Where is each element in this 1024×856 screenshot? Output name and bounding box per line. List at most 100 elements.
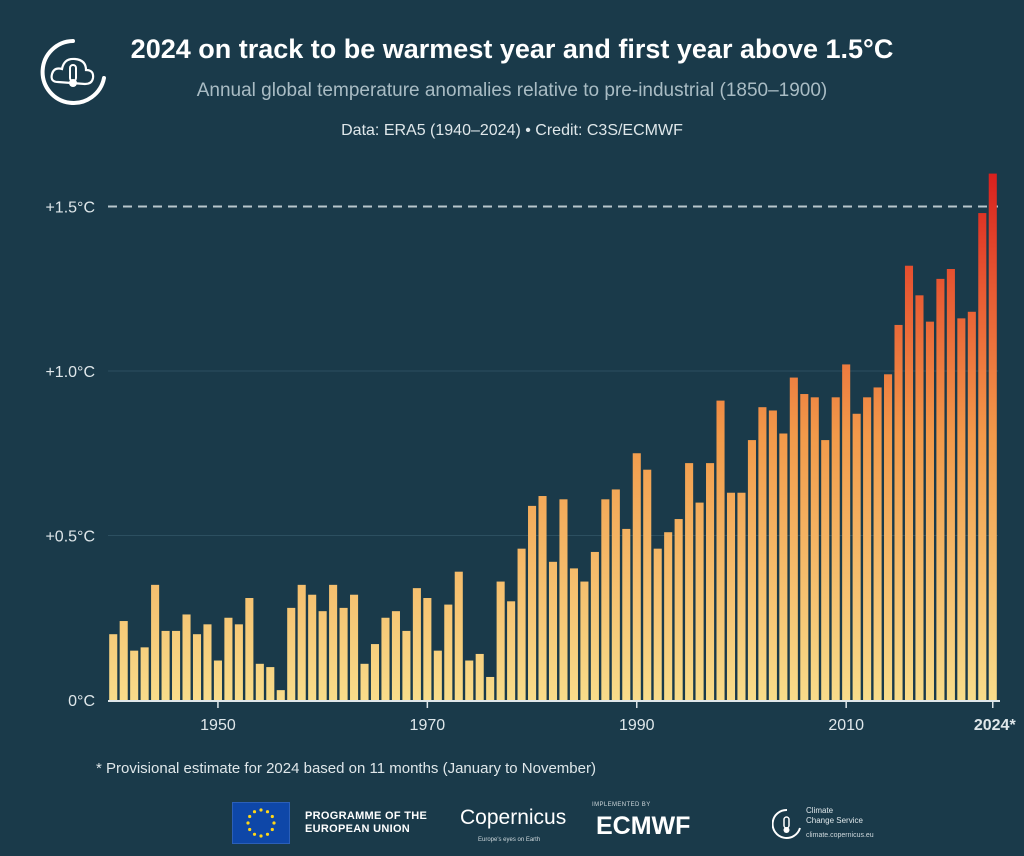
bar-2024	[988, 173, 997, 701]
x-tick-label: 1990	[619, 717, 655, 734]
y-tick-label: +1.5°C	[45, 200, 95, 217]
implemented-by-label: IMPLEMENTED BY	[592, 802, 651, 808]
bar-1981	[538, 496, 547, 700]
bar-1948	[192, 634, 202, 700]
bar-2015	[894, 324, 903, 700]
bar-1997	[706, 463, 715, 700]
bar-2002	[758, 407, 767, 700]
bar-1984	[569, 568, 578, 700]
data-credit: Data: ERA5 (1940–2024) • Credit: C3S/ECM…	[341, 122, 683, 139]
bar-1989	[622, 528, 631, 700]
y-tick-label: +1.0°C	[45, 364, 95, 381]
bar-2009	[831, 397, 840, 700]
y-tick-label: +0.5°C	[45, 529, 95, 546]
bar-2006	[800, 394, 809, 700]
bar-2022	[967, 311, 976, 700]
bar-1987	[601, 499, 610, 700]
bar-1950	[213, 660, 222, 700]
bar-2008	[821, 440, 830, 700]
bar-1958	[297, 584, 306, 700]
x-tick-label: 2024*	[974, 717, 1017, 734]
y-tick-label: 0°C	[68, 693, 95, 710]
bar-2004	[779, 433, 788, 700]
bar-1971	[433, 650, 442, 700]
ecmwf-logo: ECMWF	[596, 812, 691, 840]
x-tick-label: 2010	[828, 717, 864, 734]
bar-1986	[590, 551, 599, 700]
bar-1952	[234, 624, 243, 700]
bar-1968	[402, 630, 411, 700]
bar-1972	[444, 604, 453, 700]
bar-1998	[716, 400, 725, 700]
ccs-label: Climate Change Service	[806, 806, 863, 825]
bar-1943	[140, 647, 149, 700]
bar-1992	[653, 548, 662, 700]
bar-1951	[224, 617, 233, 700]
footer-logos: PROGRAMME OF THE EUROPEAN UNION Copernic…	[0, 796, 1024, 856]
chart-title: 2024 on track to be warmest year and fir…	[130, 34, 894, 64]
bar-1974	[465, 660, 474, 700]
bar-1940	[109, 634, 118, 700]
bar-2016	[904, 265, 914, 700]
copernicus-logo: Copernicus	[460, 806, 567, 829]
bar-1977	[496, 581, 505, 700]
bar-1967	[391, 611, 400, 700]
copernicus-tagline: Europe's eyes on Earth	[478, 837, 541, 843]
bar-1959	[308, 594, 317, 700]
header: 2024 on track to be warmest year and fir…	[0, 0, 1024, 150]
bar-1995	[685, 463, 694, 700]
bar-1955	[266, 667, 275, 700]
bar-2011	[852, 413, 861, 700]
bar-2021	[957, 318, 966, 700]
bar-1973	[454, 571, 463, 700]
bar-2000	[737, 492, 746, 700]
bar-2023	[978, 213, 987, 700]
climate-service-icon	[772, 808, 801, 839]
bar-1944	[151, 584, 160, 700]
bar-1966	[381, 617, 390, 700]
bar-1983	[559, 499, 568, 700]
bar-1965	[370, 644, 380, 700]
bar-1947	[182, 614, 191, 700]
bar-2010	[842, 364, 851, 700]
bar-1999	[726, 492, 736, 700]
eu-flag-icon	[232, 802, 290, 844]
bar-1994	[674, 519, 683, 700]
bar-1964	[360, 663, 369, 700]
bar-2005	[789, 377, 798, 700]
bar-1949	[203, 624, 212, 700]
bar-1980	[528, 505, 537, 700]
bar-2018	[925, 321, 934, 700]
bar-1963	[350, 594, 359, 700]
bar-1953	[245, 598, 254, 700]
bar-1969	[412, 588, 421, 700]
bar-1961	[329, 584, 338, 700]
bar-1985	[580, 581, 589, 700]
bar-2013	[873, 387, 882, 700]
x-tick-label: 1970	[410, 717, 446, 734]
bar-1962	[339, 607, 348, 700]
bar-1996	[695, 502, 704, 700]
bar-1979	[517, 548, 526, 700]
bar-1957	[287, 607, 296, 700]
eu-programme-label: PROGRAMME OF THE EUROPEAN UNION	[305, 810, 428, 835]
bar-1975	[475, 653, 484, 700]
bar-1954	[255, 663, 264, 700]
bar-1988	[611, 489, 620, 700]
cloud-thermometer-icon	[40, 39, 106, 105]
x-tick-label: 1950	[200, 717, 236, 734]
bar-2014	[884, 374, 893, 700]
bar-1982	[548, 561, 558, 700]
bar-1970	[423, 598, 432, 700]
ccs-url: climate.copernicus.eu	[806, 832, 874, 839]
bar-2019	[936, 278, 945, 700]
bar-2020	[946, 269, 955, 700]
bar-2001	[747, 440, 756, 700]
bar-2003	[768, 410, 777, 700]
bar-2007	[810, 397, 819, 700]
bar-1946	[172, 630, 181, 700]
bar-1978	[507, 601, 516, 700]
chart-subtitle: Annual global temperature anomalies rela…	[196, 80, 828, 101]
bar-1942	[130, 650, 139, 700]
bar-1941	[119, 621, 128, 700]
